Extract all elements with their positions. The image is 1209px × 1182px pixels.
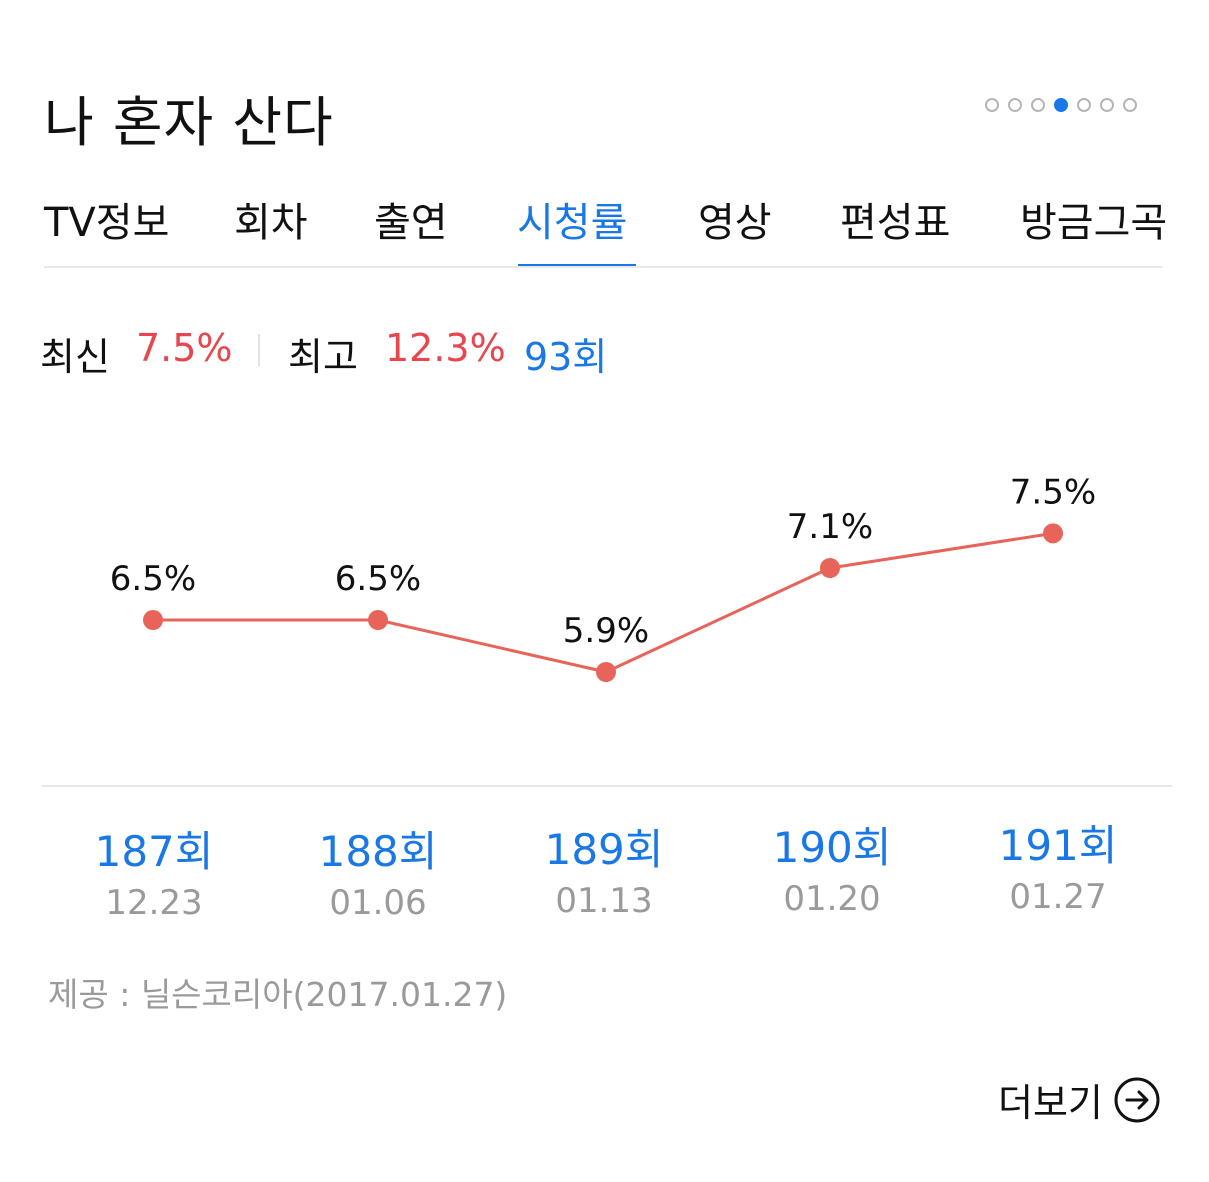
summary-separator bbox=[258, 334, 260, 366]
more-button[interactable]: 더보기 bbox=[998, 1072, 1161, 1127]
data-point[interactable] bbox=[1043, 523, 1063, 544]
data-label: 6.5% bbox=[335, 559, 421, 599]
ratings-line-chart: 6.5% 6.5% 5.9% 7.1% 7.5% bbox=[110, 472, 1096, 682]
data-point[interactable] bbox=[368, 610, 388, 630]
episode-item-190[interactable]: 190회 01.20 bbox=[742, 814, 922, 919]
latest-label: 최신 bbox=[40, 335, 110, 379]
data-point[interactable] bbox=[596, 662, 616, 682]
best-label: 최고 bbox=[288, 335, 358, 379]
arrow-right-circle-icon bbox=[1114, 1077, 1160, 1122]
episode-date: 01.06 bbox=[329, 883, 427, 923]
page-dot-7[interactable] bbox=[1123, 98, 1137, 112]
best-value: 12.3% bbox=[385, 326, 506, 370]
data-source-note: 제공 : 닐슨코리아(2017.01.27) bbox=[48, 975, 508, 1014]
episode-date: 12.23 bbox=[105, 883, 203, 923]
episode-number: 187회 bbox=[94, 827, 214, 876]
data-label: 7.5% bbox=[1010, 472, 1096, 512]
more-label: 더보기 bbox=[998, 1081, 1103, 1125]
data-label: 7.1% bbox=[787, 507, 873, 547]
data-label: 5.9% bbox=[563, 611, 649, 651]
chart-divider bbox=[42, 785, 1172, 787]
data-label: 6.5% bbox=[110, 559, 196, 599]
episode-date: 01.13 bbox=[555, 881, 653, 921]
episode-number: 190회 bbox=[772, 823, 892, 872]
page-indicator bbox=[985, 98, 1137, 112]
episode-date: 01.27 bbox=[1009, 877, 1107, 917]
data-point[interactable] bbox=[143, 610, 163, 630]
episode-item-191[interactable]: 191회 01.27 bbox=[968, 812, 1148, 917]
episode-item-188[interactable]: 188회 01.06 bbox=[288, 818, 468, 923]
tab-cast[interactable]: 출연 bbox=[374, 200, 448, 246]
tab-video[interactable]: 영상 bbox=[698, 200, 772, 246]
episode-number: 189회 bbox=[544, 825, 664, 874]
tab-divider bbox=[44, 266, 1162, 268]
tab-episodes[interactable]: 회차 bbox=[234, 200, 308, 246]
tab-song[interactable]: 방금그곡 bbox=[1020, 200, 1168, 246]
episode-item-189[interactable]: 189회 01.13 bbox=[514, 816, 694, 921]
episode-item-187[interactable]: 187회 12.23 bbox=[64, 818, 244, 923]
episode-date: 01.20 bbox=[783, 879, 881, 919]
page-dot-4-active[interactable] bbox=[1054, 98, 1068, 112]
page-title: 나 혼자 산다 bbox=[44, 91, 334, 154]
page-dot-5[interactable] bbox=[1077, 98, 1091, 112]
series-line bbox=[153, 531, 1054, 674]
tab-schedule[interactable]: 편성표 bbox=[840, 200, 951, 246]
data-point[interactable] bbox=[820, 558, 840, 578]
page-dot-2[interactable] bbox=[1008, 98, 1022, 112]
episode-number: 191회 bbox=[998, 821, 1118, 870]
page-dot-6[interactable] bbox=[1100, 98, 1114, 112]
latest-value: 7.5% bbox=[136, 326, 233, 370]
page-dot-1[interactable] bbox=[985, 98, 999, 112]
tab-tv-info[interactable]: TV정보 bbox=[44, 200, 170, 246]
page-dot-3[interactable] bbox=[1031, 98, 1045, 112]
best-episode: 93회 bbox=[524, 335, 608, 379]
episode-number: 188회 bbox=[318, 827, 438, 876]
tab-ratings[interactable]: 시청률 bbox=[517, 200, 628, 246]
